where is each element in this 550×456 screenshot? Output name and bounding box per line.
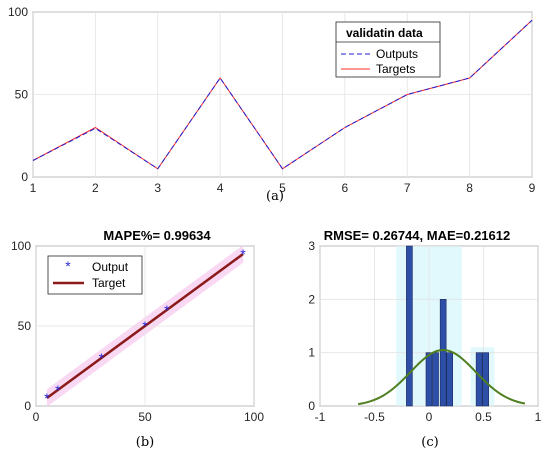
legend-output-label: Output	[92, 260, 129, 274]
panel-c-title: RMSE= 0.26744, MAE=0.21612	[324, 228, 510, 243]
histogram-bar	[425, 352, 433, 407]
output-point: *	[55, 382, 61, 398]
panel-a-legend: validatin data Outputs Targets	[335, 21, 441, 78]
y-tick-label: 100	[8, 5, 28, 19]
output-point: *	[44, 390, 50, 406]
panel-b-title: MAPE%= 0.99634	[103, 228, 211, 243]
panel-c-ticks: -1 -0.5 0 0.5 1 0 1 2 3	[308, 239, 541, 424]
y-tick-label: 50	[15, 88, 29, 102]
panel-c-fit-curve	[357, 349, 526, 406]
output-point: *	[240, 246, 246, 262]
x-tick-label: -0.5	[364, 410, 385, 424]
legend-output-marker: *	[65, 258, 71, 274]
panel-b: MAPE%= 0.99634 0 50 100 0 50 100 * * * * * * * Out…	[11, 228, 264, 450]
x-tick-label: 0	[426, 410, 433, 424]
legend-title: validatin data	[346, 26, 423, 40]
panel-b-ticks: 0 50 100 0 50 100	[11, 239, 264, 424]
panel-a: 1 2 3 4 5 6 7 8 9 0 50 100 validatin data Outputs T…	[8, 5, 536, 204]
x-tick-label: 8	[466, 181, 473, 195]
panel-b-grid	[35, 245, 255, 407]
y-tick-label: 50	[18, 319, 32, 333]
x-tick-label: 2	[92, 181, 99, 195]
y-tick-label: 0	[21, 170, 28, 184]
legend-outputs-label: Outputs	[376, 47, 418, 61]
y-tick-label: 0	[24, 399, 31, 413]
panel-a-ticks: 1 2 3 4 5 6 7 8 9 0 50 100	[8, 5, 536, 195]
histogram-bar	[439, 299, 447, 407]
x-tick-label: 9	[529, 181, 536, 195]
panel-b-legend: * Output Target	[47, 255, 143, 295]
panel-c-bars	[406, 245, 489, 407]
target-line	[46, 252, 244, 400]
x-tick-label: 3	[154, 181, 161, 195]
x-tick-label: 7	[404, 181, 411, 195]
x-tick-label: 1	[30, 181, 37, 195]
x-tick-label: 4	[217, 181, 224, 195]
panel-a-grid	[32, 11, 533, 178]
normal-fit-curve	[357, 349, 526, 406]
x-tick-label: 0.5	[475, 410, 492, 424]
panel-a-series	[32, 19, 533, 170]
outputs-line	[32, 19, 533, 170]
y-tick-label: 100	[11, 239, 31, 253]
output-point: *	[99, 350, 105, 366]
legend-target-label: Target	[92, 276, 126, 290]
legend-targets-label: Targets	[376, 62, 415, 76]
histogram-bar	[446, 352, 454, 407]
histogram-bar	[475, 352, 483, 407]
x-tick-label: 6	[342, 181, 349, 195]
x-tick-label: -1	[315, 410, 326, 424]
caption-b: (b)	[136, 435, 154, 450]
x-tick-label: 1	[535, 410, 542, 424]
x-tick-label: 100	[244, 410, 264, 424]
legend-box	[335, 21, 441, 78]
output-point: *	[142, 318, 148, 334]
caption-a: (a)	[266, 189, 284, 204]
y-tick-label: 0	[308, 399, 315, 413]
histogram-bar	[432, 352, 439, 407]
output-point: *	[164, 302, 170, 318]
y-tick-label: 3	[308, 239, 315, 253]
x-tick-label: 5	[279, 181, 286, 195]
x-tick-label: 0	[33, 410, 40, 424]
legend-box-b	[47, 255, 143, 295]
x-tick-label: 50	[138, 410, 152, 424]
panel-c: RMSE= 0.26744, MAE=0.21612 -1 -0.5 0 0.5 1 0 1…	[308, 228, 541, 450]
caption-c: (c)	[421, 435, 438, 450]
histogram-bar	[406, 245, 413, 407]
panel-b-series: * * * * * *	[44, 246, 246, 406]
y-tick-label: 1	[308, 346, 315, 360]
y-tick-label: 2	[308, 292, 315, 306]
